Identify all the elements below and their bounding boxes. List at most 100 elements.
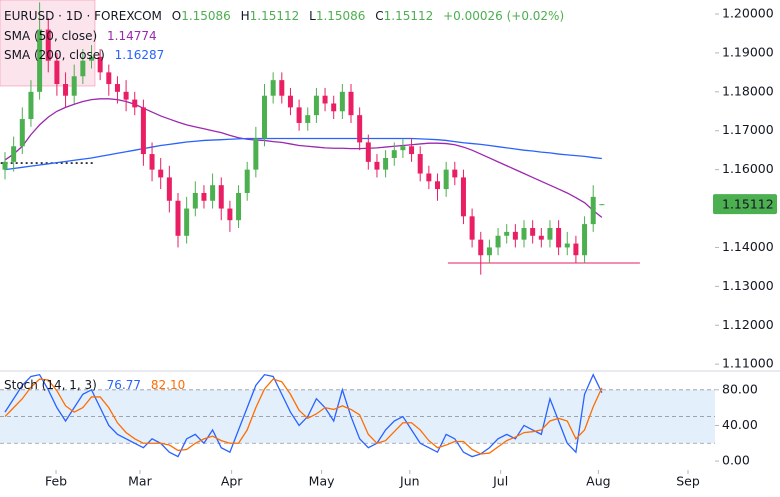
y-tick-label: 80.00 xyxy=(722,381,758,396)
open-label: O xyxy=(172,9,181,23)
candle-body xyxy=(201,192,207,201)
x-tick-label: Aug xyxy=(586,474,610,489)
candle-body xyxy=(97,56,103,73)
candle-body xyxy=(400,146,406,151)
candle-body xyxy=(236,192,242,221)
legend-stoch: Stoch (14, 1, 3) 76.77 82.10 xyxy=(4,378,185,392)
candle-body xyxy=(556,227,562,248)
candle-body xyxy=(175,200,181,236)
candle-body xyxy=(114,84,120,92)
legend-sma200: SMA (200, close) 1.16287 xyxy=(4,48,164,62)
candle-body xyxy=(227,208,233,221)
last-price-tag xyxy=(713,194,777,215)
candle-body xyxy=(357,115,363,143)
stoch-line xyxy=(4,373,603,458)
y-tick-label: 1.19000 xyxy=(722,44,774,59)
stoch-line xyxy=(4,378,603,455)
candle-body xyxy=(582,224,588,256)
candle-body xyxy=(564,243,570,248)
candle-body xyxy=(166,177,172,201)
candle-body xyxy=(149,154,155,170)
candle-body xyxy=(28,91,34,120)
candle-body xyxy=(123,91,129,100)
candle-body xyxy=(132,99,138,108)
y-tick-label: 1.20000 xyxy=(722,6,774,21)
candle-body xyxy=(210,185,216,201)
candle-body xyxy=(218,185,224,209)
candle-body xyxy=(365,142,371,162)
y-tick-label: 1.14000 xyxy=(722,239,774,254)
header: EURUSD · 1D · FOREXCOM O1.15086 H1.15112… xyxy=(4,9,564,23)
x-tick-label: Mar xyxy=(128,474,152,489)
candle-body xyxy=(486,247,492,256)
candle-body xyxy=(495,235,501,248)
candle-body xyxy=(443,169,449,190)
x-tick-label: Jun xyxy=(399,474,420,489)
x-tick-label: Feb xyxy=(45,474,67,489)
candle-body xyxy=(106,72,112,85)
candle-body xyxy=(184,208,190,236)
candle-body xyxy=(279,80,285,96)
candle-body xyxy=(478,239,484,256)
candle-body xyxy=(348,91,354,116)
candle-body xyxy=(253,138,259,170)
candle-body xyxy=(435,181,441,190)
candle-body xyxy=(192,192,198,209)
candle-body xyxy=(409,146,415,155)
candle-body xyxy=(140,107,146,155)
candle-body xyxy=(244,169,250,193)
legend-name: SMA (50, close) xyxy=(4,29,97,43)
symbol: EURUSD · 1D · FOREXCOM xyxy=(4,9,162,23)
candle-body xyxy=(270,80,276,96)
candle-body xyxy=(339,91,345,112)
candle-body xyxy=(417,154,423,174)
x-tick-label: Apr xyxy=(221,474,243,489)
y-tick-label: 1.18000 xyxy=(722,83,774,98)
close-value: 1.15112 xyxy=(384,9,434,23)
candle-body xyxy=(599,204,605,206)
candle-body xyxy=(63,84,69,96)
candle-body xyxy=(45,29,51,61)
candle-body xyxy=(11,146,17,162)
legend-sma50: SMA (50, close) 1.14774 xyxy=(4,29,157,43)
candle-body xyxy=(80,60,86,77)
x-tick-label: May xyxy=(309,474,335,489)
candle-body xyxy=(262,95,268,139)
last-price-label: 1.15112 xyxy=(722,197,774,212)
candle-body xyxy=(460,177,466,217)
candle-body xyxy=(287,95,293,108)
candle-body xyxy=(19,119,25,147)
open-value: 1.15086 xyxy=(181,9,231,23)
candle-body xyxy=(504,231,510,236)
close-label: C xyxy=(375,9,383,23)
legend-name: SMA (200, close) xyxy=(4,48,105,62)
legend-value: 1.16287 xyxy=(115,48,165,62)
candle-body xyxy=(391,150,397,158)
y-tick-label: 1.12000 xyxy=(722,317,774,332)
candle-body xyxy=(296,107,302,123)
y-tick-label: 1.16000 xyxy=(722,161,774,176)
candle-body xyxy=(2,161,8,170)
y-tick-label: 1.11000 xyxy=(722,356,774,371)
y-tick-label: 40.00 xyxy=(722,417,758,432)
y-tick-label: 1.17000 xyxy=(722,122,774,137)
candle-body xyxy=(547,227,553,240)
legend-value: 82.10 xyxy=(151,378,185,392)
candle-body xyxy=(313,95,319,116)
candle-body xyxy=(374,161,380,170)
candle-body xyxy=(538,235,544,240)
candle-body xyxy=(89,56,95,61)
candle-body xyxy=(158,169,164,178)
low-value: 1.15086 xyxy=(316,9,366,23)
candle-body xyxy=(469,216,475,240)
candle-body xyxy=(331,103,337,112)
x-tick-label: Jul xyxy=(492,474,508,489)
change: +0.00026 (+0.02%) xyxy=(443,9,564,23)
candle-body xyxy=(383,157,389,170)
legend-name: Stoch (14, 1, 3) xyxy=(4,378,97,392)
candle-body xyxy=(452,169,458,178)
low-label: L xyxy=(309,9,316,23)
candle-body xyxy=(590,196,596,225)
x-tick-label: Sep xyxy=(676,474,700,489)
